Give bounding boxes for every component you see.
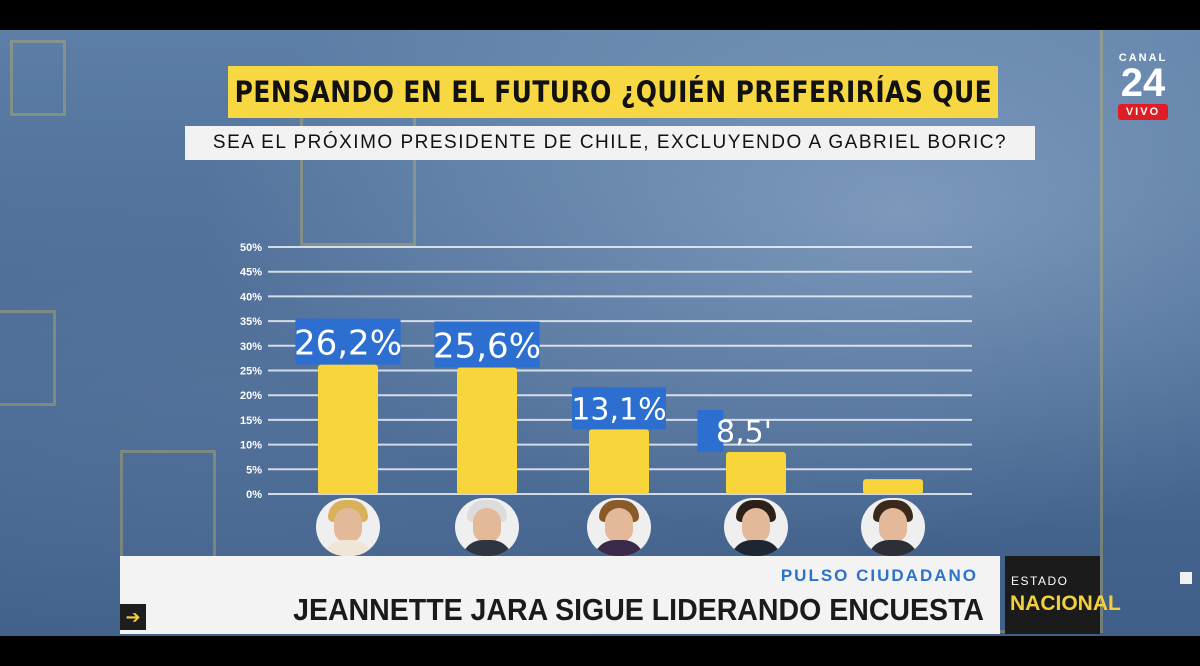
data-label: 13,1% [571,392,666,427]
candidate-3-avatar [587,498,651,556]
arrow-right-icon: ➔ [120,604,146,630]
avatar-face [742,508,770,542]
y-tick-label: 5% [246,464,262,476]
avatar-body [322,540,374,556]
chart-subtitle: SEA EL PRÓXIMO PRESIDENTE DE CHILE, EXCL… [212,132,1008,153]
bar [318,364,378,494]
avatar-face [334,508,362,542]
data-label-background [697,410,724,453]
lower-third: PULSO CIUDADANO JEANNETTE JARA SIGUE LID… [120,556,1000,634]
program-badge: ESTADO NACIONAL [1005,556,1121,634]
data-label: 25,6% [433,327,541,367]
title-band: PENSANDO EN EL FUTURO ¿QUIÉN PREFERIRÍAS… [228,66,998,118]
candidate-5-avatar [861,498,925,556]
chart-title: PENSANDO EN EL FUTURO ¿QUIÉN PREFERIRÍAS… [234,75,992,109]
bar [726,452,786,494]
avatar-face [605,508,633,542]
lower-third-kicker: PULSO CIUDADANO [780,566,978,585]
y-tick-label: 25% [240,366,262,378]
y-tick-label: 20% [240,390,262,402]
y-tick-label: 30% [240,341,262,353]
data-label-background [295,318,401,365]
data-label-background [572,387,666,430]
live-badge: VIVO [1117,104,1169,120]
candidate-1-avatar [316,498,380,556]
bar [457,367,517,494]
y-tick-label: 40% [240,291,262,303]
logo-brand: CANAL [1118,52,1168,64]
bg-outline-3 [0,310,56,406]
lower-third-headline: JEANNETTE JARA SIGUE LIDERANDO ENCUESTA [293,592,984,627]
bar [589,429,649,494]
y-tick-label: 0% [246,489,262,501]
program-top: ESTADO [1011,574,1069,588]
subtitle-band: SEA EL PRÓXIMO PRESIDENTE DE CHILE, EXCL… [185,126,1035,160]
letterbox-top [0,0,1200,30]
y-tick-label: 35% [240,316,262,328]
data-label: 26,2% [294,324,402,364]
bar [863,479,923,494]
program-bottom: NACIONAL [1010,592,1121,615]
y-tick-label: 15% [240,415,262,427]
candidate-2-avatar [455,498,519,556]
y-tick-label: 10% [240,440,262,452]
candidate-4-avatar [724,498,788,556]
data-label-background [434,321,540,368]
avatar-face [473,508,501,542]
avatar-body [461,540,513,556]
logo-number: 24 [1120,61,1166,105]
avatar-body [593,540,645,556]
channel-logo: CANAL 24 VIVO [1110,52,1176,132]
letterbox-bottom [0,636,1200,666]
bg-outline-4 [900,30,1103,633]
corner-tab [1180,572,1192,584]
bg-outline-1 [10,40,66,116]
data-label: 8,5' [716,415,772,450]
avatar-body [730,540,782,556]
y-tick-label: 45% [240,267,262,279]
avatar-face [879,508,907,542]
avatar-body [867,540,919,556]
y-tick-label: 50% [240,242,262,254]
